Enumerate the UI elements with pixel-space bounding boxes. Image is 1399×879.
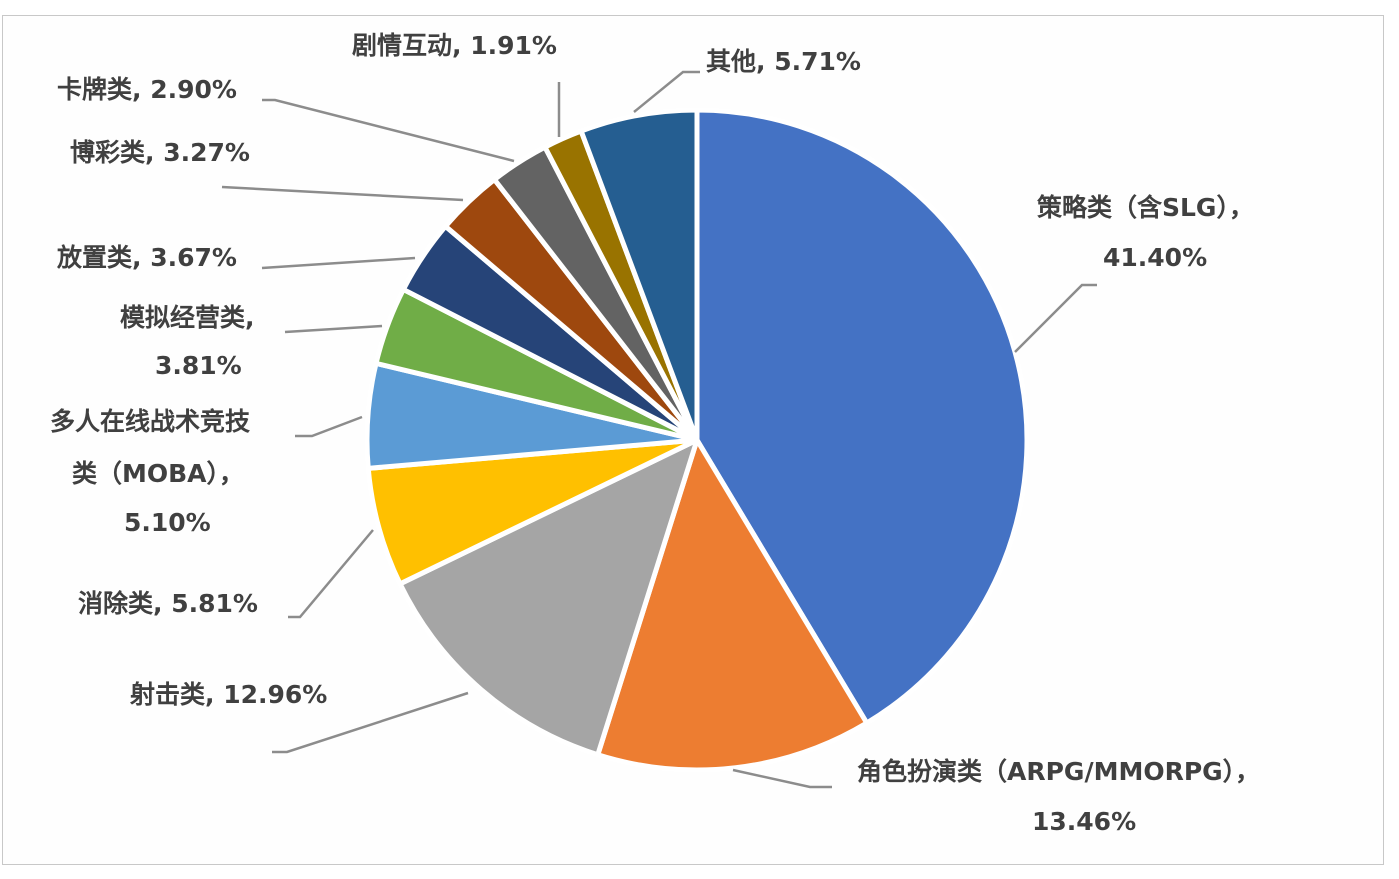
label-strategy-pct: 41.40%	[1103, 243, 1208, 272]
leader-line	[732, 768, 832, 789]
label-moba: 多人在线战术竞技	[50, 407, 251, 436]
leader-line	[1014, 283, 1097, 353]
label-simulation-pct: 3.81%	[155, 351, 242, 380]
label-interactive-story: 剧情互动, 1.91%	[352, 31, 557, 60]
pie-slices	[364, 107, 1030, 773]
label-roleplay-pct: 13.46%	[1032, 807, 1137, 836]
leader-line	[221, 185, 464, 202]
pie-slice	[595, 437, 870, 773]
leader-line	[272, 691, 469, 754]
label-moba-line2: 类（MOBA），	[72, 459, 245, 488]
label-shooter: 射击类, 12.96%	[130, 680, 328, 709]
label-idle: 放置类, 3.67%	[57, 243, 237, 272]
label-match3: 消除类, 5.81%	[78, 589, 258, 618]
leader-line	[633, 70, 700, 113]
leader-line	[295, 415, 363, 438]
label-other: 其他, 5.71%	[706, 47, 861, 76]
label-roleplay: 角色扮演类（ARPG/MMORPG），	[857, 757, 1261, 786]
leader-lines	[221, 70, 1097, 789]
leader-line	[261, 256, 416, 270]
pie-slice	[397, 437, 700, 758]
label-moba-pct: 5.10%	[124, 508, 211, 537]
leader-line	[288, 529, 374, 619]
label-card: 卡牌类, 2.90%	[57, 75, 237, 104]
label-gambling: 博彩类, 3.27%	[70, 138, 250, 167]
leader-line	[262, 98, 515, 163]
pie-slice	[578, 107, 700, 443]
label-simulation: 模拟经营类,	[120, 303, 255, 332]
leader-line	[284, 324, 383, 334]
label-strategy: 策略类（含SLG），	[1037, 193, 1254, 222]
